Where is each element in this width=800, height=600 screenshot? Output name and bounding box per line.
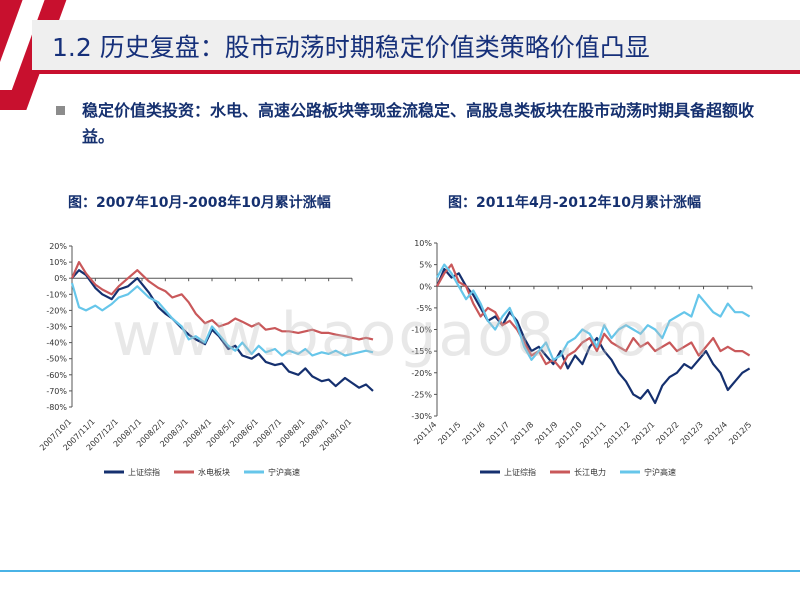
- y-tick-label: -60%: [46, 371, 67, 380]
- y-tick-label: -70%: [46, 387, 67, 396]
- bottom-rule: [0, 570, 800, 572]
- chart1: 20% 10% 0% -10% -20% -30% -40% -50% -60% -70% -80%…: [38, 242, 374, 477]
- x-tick-label: 2011/5: [436, 420, 462, 446]
- page-title: 1.2 历史复盘：股市动荡时期稳定价值类策略价值凸显: [52, 33, 650, 62]
- series-line-3: [436, 263, 751, 361]
- chart2-title: 图：2011年4月-2012年10月累计涨幅: [448, 195, 701, 211]
- series-line-2: [436, 263, 751, 370]
- y-tick-label: -20%: [411, 369, 432, 378]
- series-line-1: [71, 269, 374, 392]
- series-line-3: [70, 282, 374, 357]
- y-tick-label: -30%: [46, 323, 67, 332]
- x-tick-label: 2012/1: [630, 420, 656, 446]
- y-tick-label: -40%: [46, 339, 67, 348]
- y-tick-label: -5%: [416, 304, 432, 313]
- header-red-rule: [32, 70, 800, 74]
- x-tick-label: 2012/3: [679, 420, 705, 446]
- y-tick-label: -25%: [411, 390, 432, 399]
- legend-label: 宁沪高速: [268, 467, 300, 477]
- bullet-icon: [56, 106, 65, 115]
- x-tick-label: 2012/2: [654, 420, 680, 446]
- y-tick-label: 10%: [414, 239, 432, 248]
- x-tick-label: 2011/12: [602, 420, 632, 450]
- y-tick-label: 20%: [49, 242, 67, 251]
- legend-label: 水电板块: [198, 467, 230, 477]
- y-tick-label: -10%: [411, 326, 432, 335]
- legend-label: 宁沪高速: [644, 467, 676, 477]
- legend-label: 长江电力: [574, 467, 606, 477]
- y-tick-label: 10%: [49, 258, 67, 267]
- bullet-text: 稳定价值类投资：水电、高速公路板块等现金流稳定、高股息类板块在股市动荡时期具备超…: [82, 101, 755, 146]
- y-tick-label: -50%: [46, 355, 67, 364]
- watermark: www.baogao8.com: [112, 300, 712, 370]
- y-tick-label: -15%: [411, 347, 432, 356]
- x-tick-label: 2011/8: [509, 420, 535, 446]
- y-tick-label: -20%: [46, 306, 67, 315]
- legend-label: 上证综指: [504, 467, 536, 477]
- y-tick-label: 0%: [419, 282, 432, 291]
- x-tick-label: 2012/5: [727, 420, 753, 446]
- legend-label: 上证综指: [128, 467, 160, 477]
- y-tick-label: -80%: [46, 403, 67, 412]
- chart2: 10%5%0%-5%-10%-15%-20%-25%-30%2011/42011…: [411, 239, 753, 477]
- y-tick-label: 0%: [54, 274, 67, 283]
- series-line-2: [70, 260, 374, 341]
- y-tick-label: -30%: [411, 412, 432, 421]
- x-tick-label: 2012/4: [703, 420, 729, 446]
- x-tick-label: 2011/6: [461, 420, 487, 446]
- y-tick-label: 5%: [419, 261, 432, 270]
- x-tick-label: 2011/7: [485, 420, 511, 446]
- chart1-title: 图：2007年10月-2008年10月累计涨幅: [68, 195, 331, 211]
- x-tick-label: 2011/4: [412, 420, 438, 446]
- header-bar: [32, 20, 800, 74]
- y-tick-label: -10%: [46, 290, 67, 299]
